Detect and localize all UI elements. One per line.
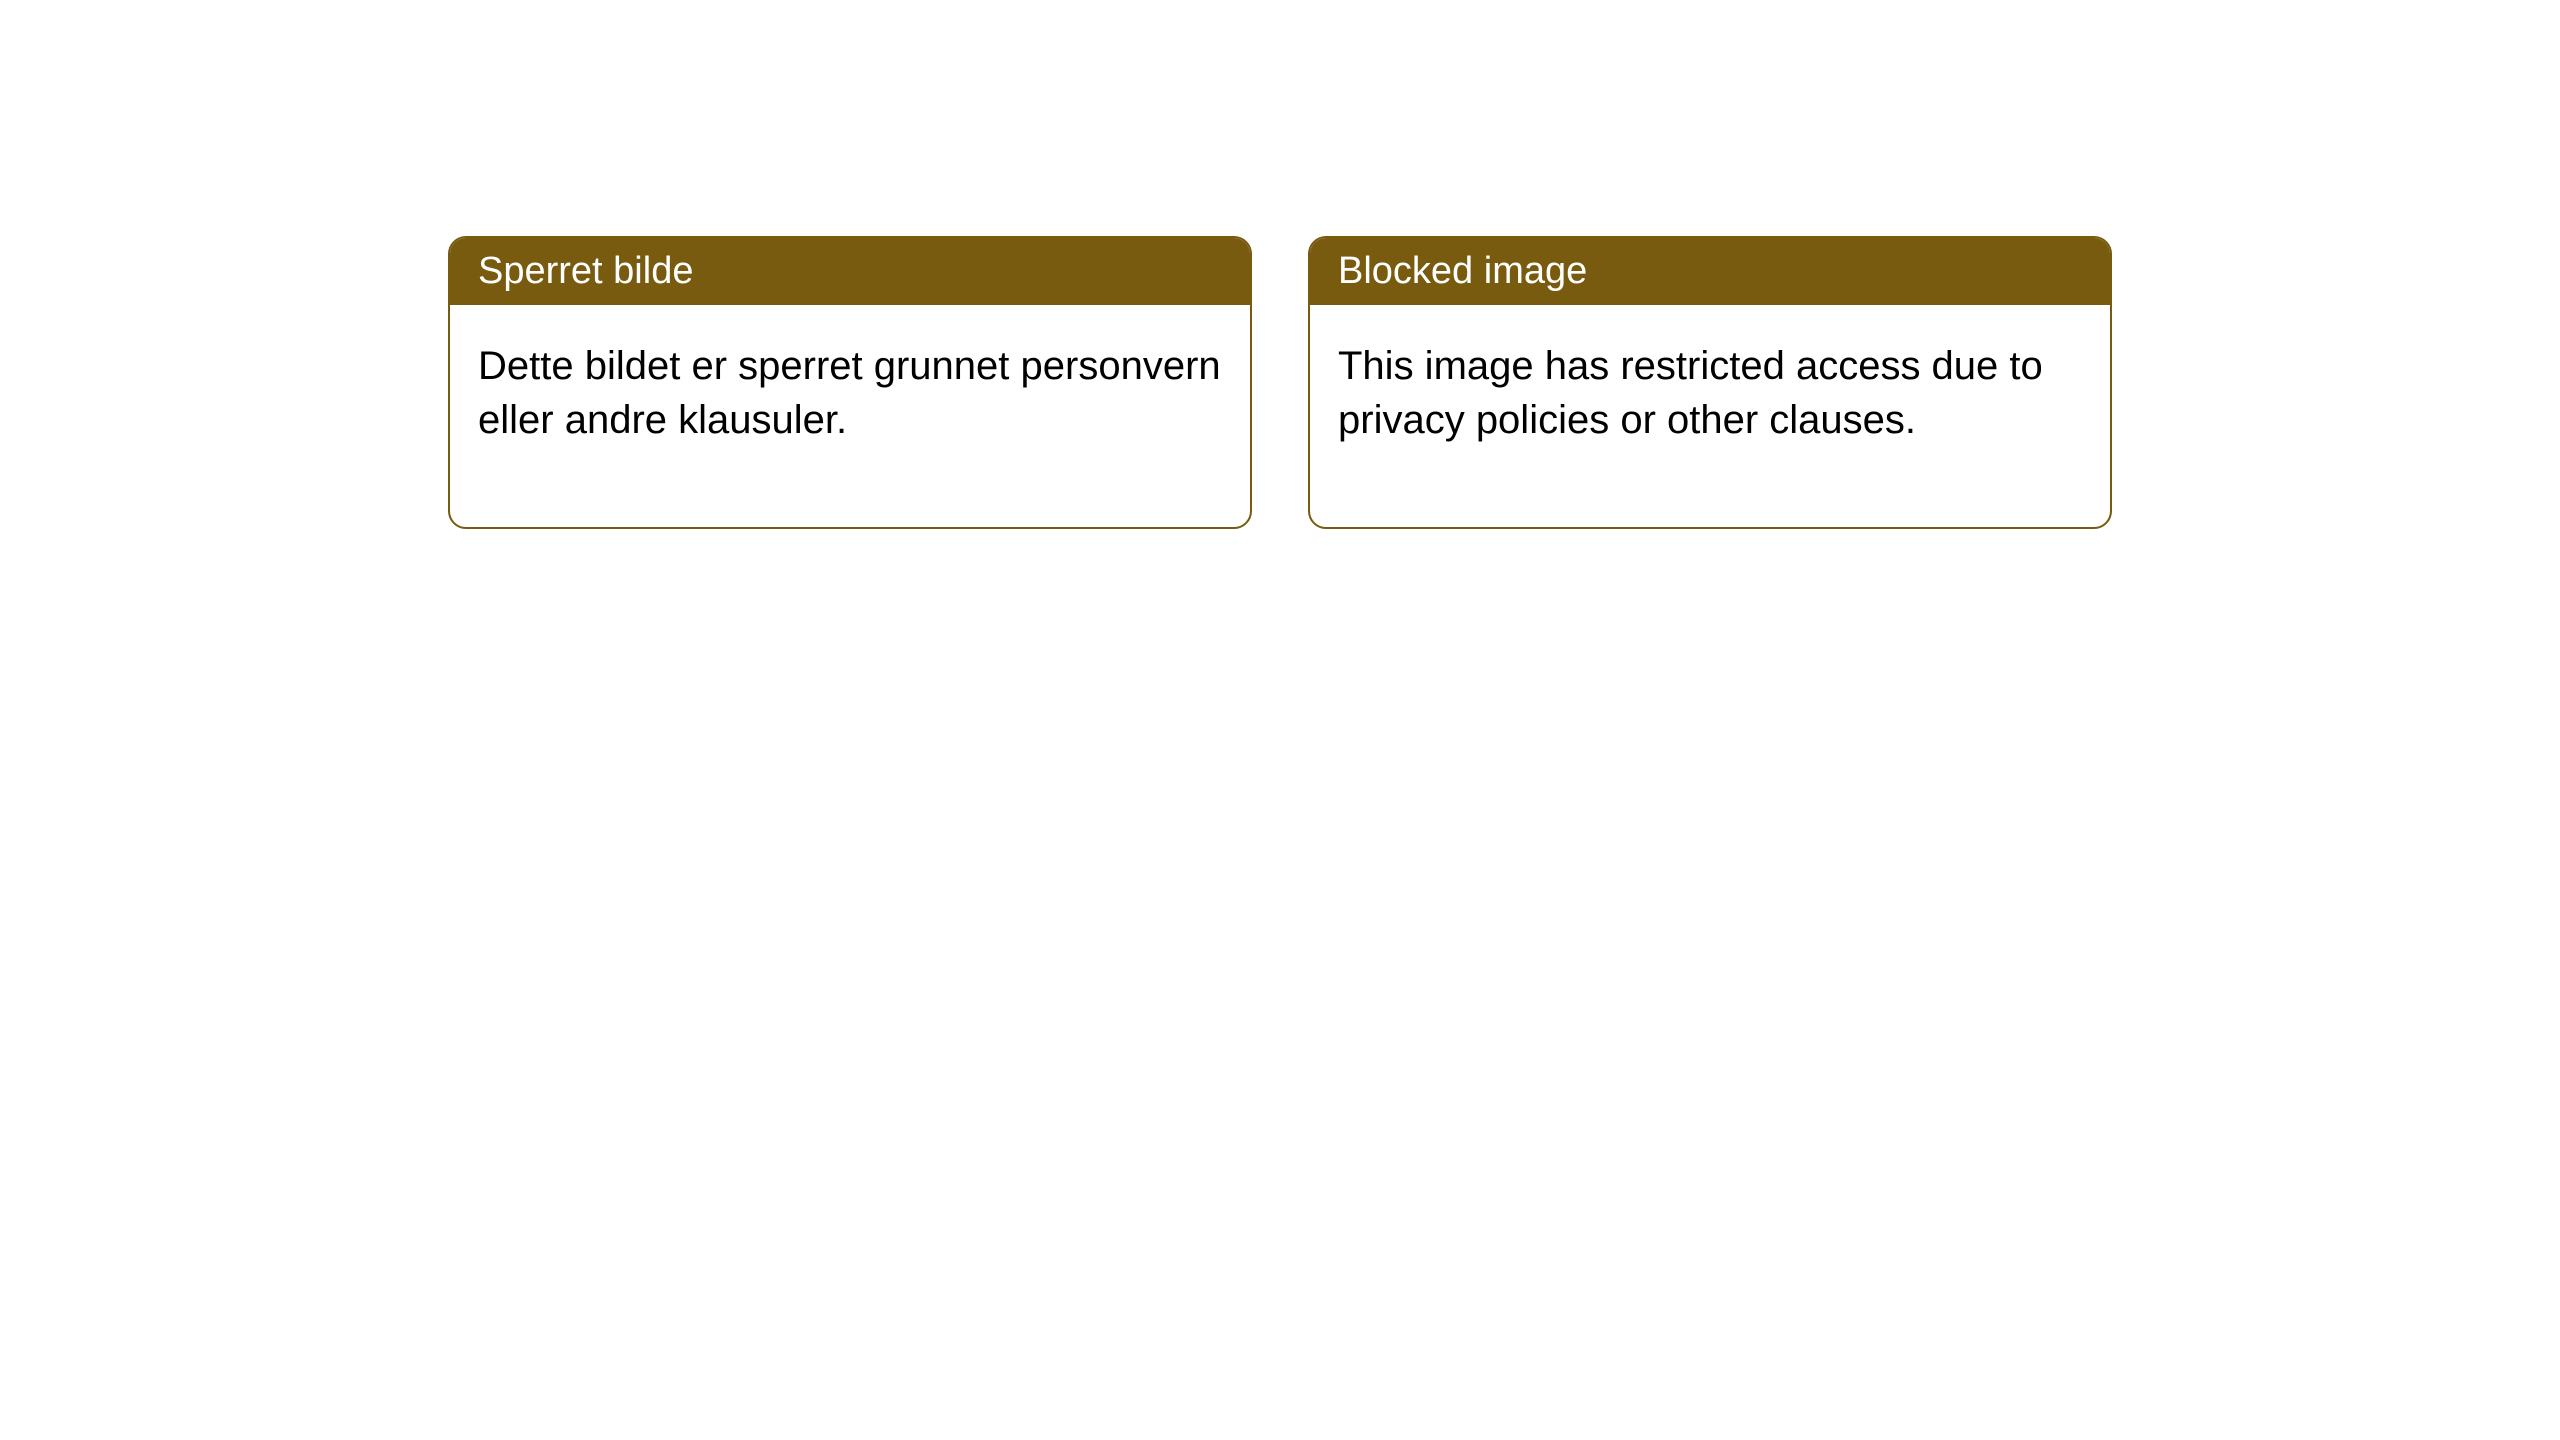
- card-body-text: Dette bildet er sperret grunnet personve…: [478, 344, 1221, 442]
- notice-card-norwegian: Sperret bilde Dette bildet er sperret gr…: [448, 236, 1252, 529]
- notice-cards-container: Sperret bilde Dette bildet er sperret gr…: [448, 236, 2112, 529]
- card-header: Sperret bilde: [450, 238, 1250, 305]
- card-body-text: This image has restricted access due to …: [1338, 344, 2043, 442]
- card-title: Sperret bilde: [478, 250, 693, 292]
- notice-card-english: Blocked image This image has restricted …: [1308, 236, 2112, 529]
- card-header: Blocked image: [1310, 238, 2110, 305]
- card-body: Dette bildet er sperret grunnet personve…: [450, 305, 1250, 527]
- card-title: Blocked image: [1338, 250, 1587, 292]
- card-body: This image has restricted access due to …: [1310, 305, 2110, 527]
